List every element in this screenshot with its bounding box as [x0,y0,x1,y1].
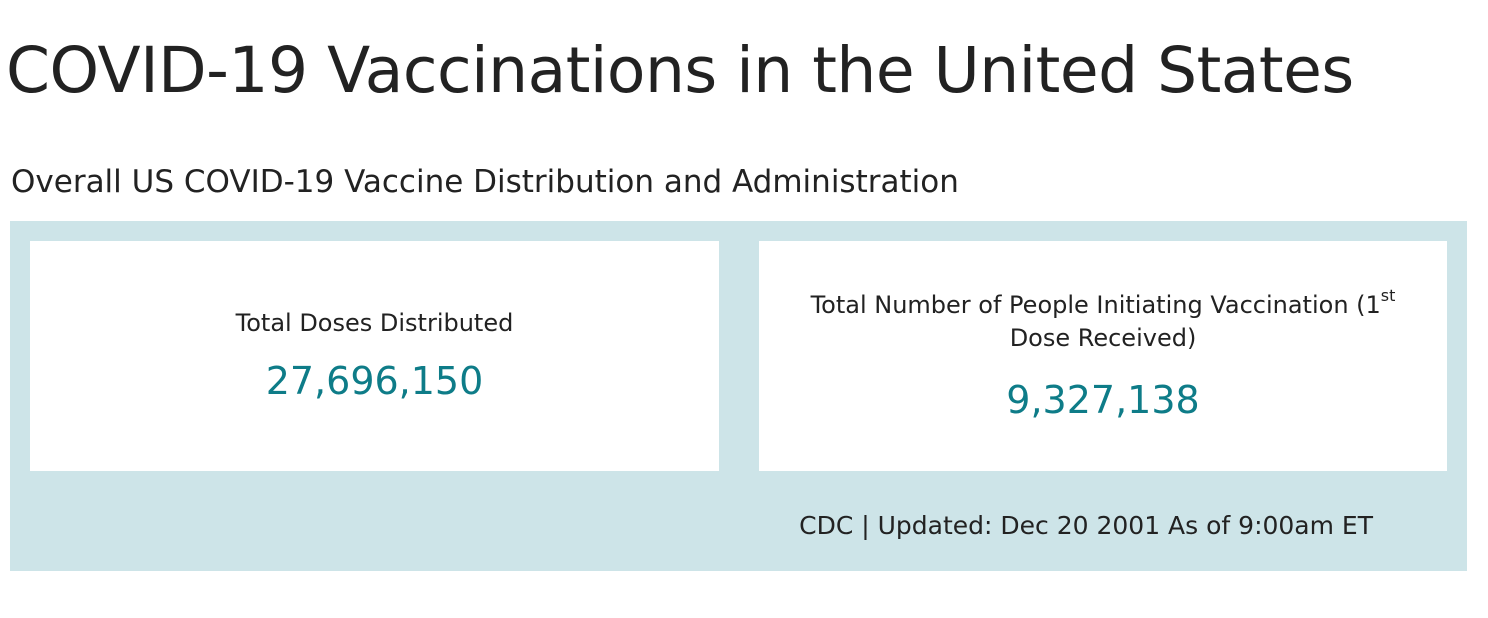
update-footer: CDC | Updated: Dec 20 2001 As of 9:00am … [799,511,1373,540]
page-title: COVID-19 Vaccinations in the United Stat… [6,34,1354,107]
doses-distributed-value: 27,696,150 [265,359,484,403]
stats-panel: Total Doses Distributed 27,696,150 Total… [10,221,1467,571]
people-initiating-label-superscript: st [1380,285,1396,305]
people-initiating-label-suffix: Dose Received) [1009,324,1197,353]
people-initiating-card: Total Number of People Initiating Vaccin… [759,241,1447,471]
people-initiating-value: 9,327,138 [1006,377,1200,422]
doses-distributed-label: Total Doses Distributed [235,309,514,338]
people-initiating-label: Total Number of People Initiating Vaccin… [783,285,1423,356]
doses-distributed-card: Total Doses Distributed 27,696,150 [30,241,719,471]
people-initiating-label-prefix: Total Number of People Initiating Vaccin… [810,290,1381,319]
section-title: Overall US COVID-19 Vaccine Distribution… [11,164,959,200]
